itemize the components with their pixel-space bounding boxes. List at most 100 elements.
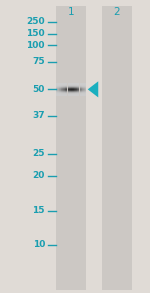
Bar — [57, 93, 58, 94]
Text: 37: 37 — [32, 111, 45, 120]
Bar — [82, 87, 83, 88]
Bar — [61, 90, 62, 91]
Bar — [81, 84, 82, 85]
Bar — [65, 91, 66, 92]
Bar — [81, 85, 82, 86]
Bar — [74, 92, 75, 93]
Bar — [74, 95, 75, 96]
Bar — [64, 88, 65, 89]
Bar — [62, 89, 63, 90]
Bar — [83, 86, 84, 87]
Bar — [73, 88, 74, 89]
Bar — [58, 94, 59, 95]
Bar — [83, 94, 84, 95]
Bar — [80, 86, 81, 87]
Bar — [56, 94, 57, 95]
Bar — [70, 90, 71, 91]
Bar — [84, 91, 85, 92]
Bar — [75, 84, 76, 85]
Text: 20: 20 — [33, 171, 45, 180]
Bar — [81, 89, 82, 90]
Bar — [77, 89, 78, 90]
Bar — [84, 95, 85, 96]
Bar — [71, 84, 72, 85]
Bar — [69, 85, 70, 86]
Bar — [85, 95, 86, 96]
Bar — [80, 94, 81, 95]
Bar — [70, 83, 71, 84]
Bar — [81, 87, 82, 88]
Bar — [63, 94, 64, 95]
Bar — [81, 92, 82, 93]
Text: 150: 150 — [26, 29, 45, 38]
Bar — [85, 90, 86, 91]
Bar — [84, 90, 85, 91]
Bar — [76, 88, 77, 89]
Bar — [79, 94, 80, 95]
Bar — [77, 94, 78, 95]
Bar — [68, 85, 69, 86]
Bar — [78, 86, 79, 87]
Bar — [65, 83, 66, 84]
Bar — [71, 85, 72, 86]
Bar — [74, 89, 75, 90]
Bar — [78, 85, 79, 86]
Bar — [76, 93, 77, 94]
Bar — [61, 95, 62, 96]
Bar — [64, 84, 65, 85]
Bar — [57, 90, 58, 91]
Bar — [66, 88, 67, 89]
Bar — [75, 87, 76, 88]
Bar — [77, 92, 78, 93]
Bar — [61, 91, 62, 92]
Bar — [69, 88, 70, 89]
Bar — [57, 94, 58, 95]
Bar — [79, 84, 80, 85]
Bar — [61, 91, 62, 92]
Bar — [61, 86, 62, 87]
Bar — [61, 88, 62, 89]
Bar — [76, 84, 77, 85]
Bar — [58, 91, 59, 92]
Bar — [72, 87, 73, 88]
Bar — [60, 93, 61, 94]
Bar — [73, 87, 74, 88]
Bar — [68, 94, 69, 95]
Bar — [64, 90, 65, 91]
Bar — [76, 91, 77, 92]
Bar — [71, 87, 72, 88]
Bar — [59, 95, 60, 96]
Bar — [64, 94, 65, 95]
Text: 75: 75 — [32, 57, 45, 66]
Bar — [74, 84, 75, 85]
Bar — [75, 85, 76, 86]
Bar — [76, 92, 77, 93]
Bar — [82, 92, 83, 93]
Bar — [75, 93, 76, 94]
Text: 250: 250 — [26, 18, 45, 26]
Bar — [72, 86, 73, 87]
Bar — [59, 83, 60, 84]
Bar — [85, 88, 86, 89]
Bar — [59, 84, 60, 85]
Bar — [65, 87, 66, 88]
Bar — [61, 88, 62, 89]
Bar — [60, 84, 61, 85]
Bar — [74, 86, 75, 87]
Bar — [68, 87, 69, 88]
Bar — [74, 88, 75, 89]
Bar — [72, 91, 73, 92]
Bar — [63, 90, 64, 91]
Bar — [66, 93, 67, 94]
Bar — [66, 91, 67, 92]
Bar — [67, 86, 68, 87]
Bar — [67, 93, 68, 94]
Bar — [81, 86, 82, 87]
Bar — [58, 90, 59, 91]
Bar — [59, 89, 60, 90]
Bar — [84, 85, 85, 86]
Bar — [64, 86, 65, 87]
Bar — [80, 84, 81, 85]
Bar — [69, 95, 70, 96]
Bar — [62, 95, 63, 96]
